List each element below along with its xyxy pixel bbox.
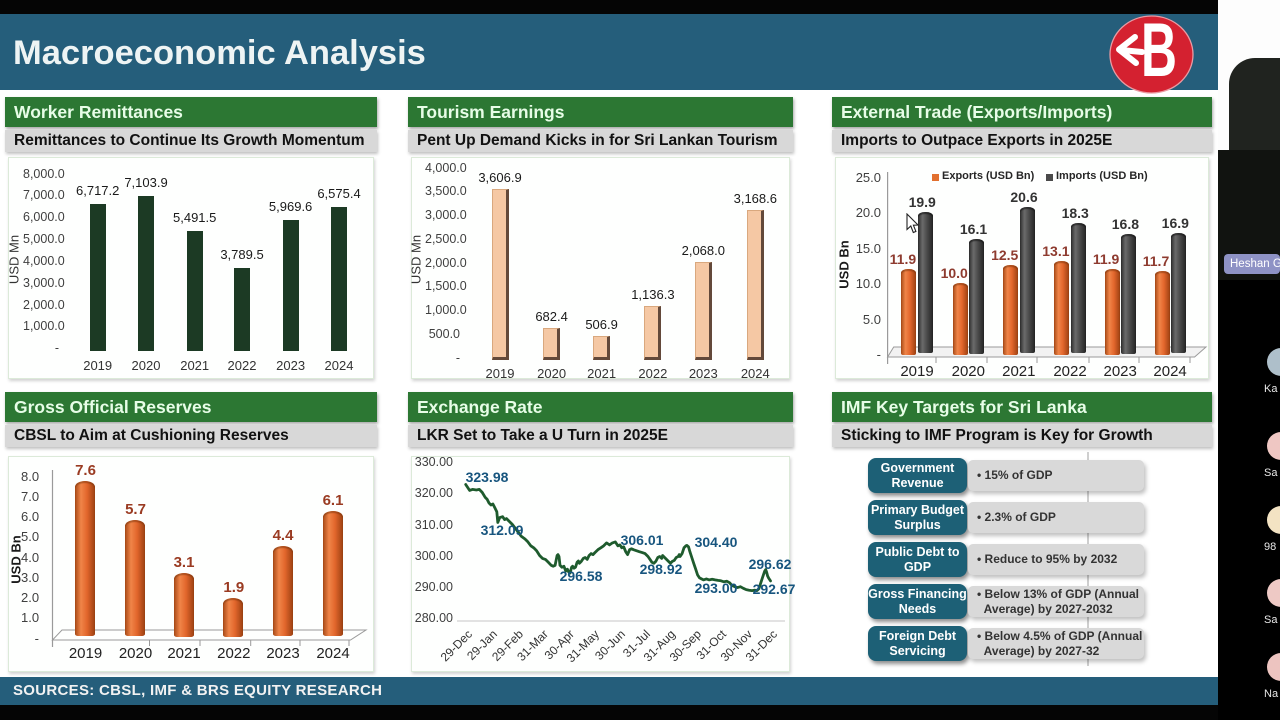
svg-text:B: B xyxy=(1141,11,1177,93)
